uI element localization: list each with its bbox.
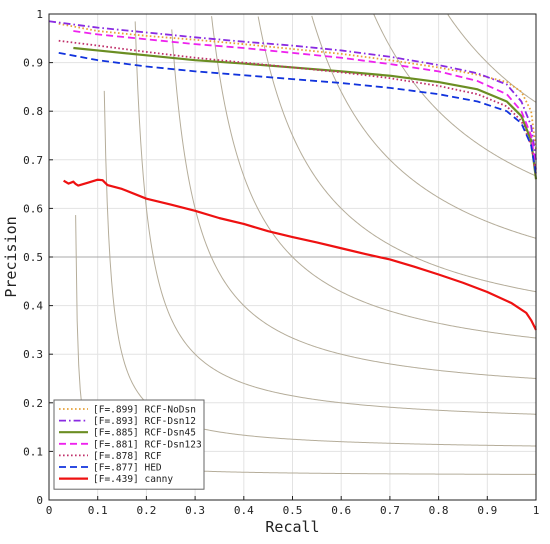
- y-tick-label: 0.9: [23, 57, 43, 70]
- x-tick-label: 0.1: [88, 504, 108, 517]
- y-tick-label: 0.2: [23, 397, 43, 410]
- iso-f-curve: [211, 16, 537, 339]
- legend-entry-6: [F=.439] canny: [93, 474, 173, 485]
- x-tick-label: 0.2: [136, 504, 156, 517]
- y-tick-label: 0.6: [23, 202, 43, 215]
- legend-entry-3: [F=.881] RCF-Dsn123: [93, 439, 202, 450]
- x-tick-label: 0.8: [429, 504, 449, 517]
- series-line-6: [63, 178, 537, 331]
- legend-entry-0: [F=.899] RCF-NoDsn: [93, 405, 196, 416]
- x-tick-label: 0.3: [185, 504, 205, 517]
- y-axis-label: Precision: [2, 216, 20, 297]
- y-tick-label: 0.7: [23, 154, 43, 167]
- x-tick-label: 0.4: [234, 504, 254, 517]
- iso-f-curve: [447, 14, 537, 103]
- series-line-3: [73, 30, 537, 170]
- x-tick-label: 0.7: [380, 504, 400, 517]
- legend-entry-5: [F=.877] HED: [93, 463, 162, 474]
- legend-entry-4: [F=.878] RCF: [93, 451, 162, 462]
- iso-f-curve: [171, 29, 537, 379]
- y-tick-label: 0.8: [23, 105, 43, 118]
- iso-f-curve: [311, 15, 537, 239]
- axis-ticks: 0 0.1 0.2 0.3 0.4 0.5 0.6 0.7 0.8 0.9 1 0 0.1 0.2 0.3 0…: [23, 8, 539, 517]
- series-line-5: [58, 51, 537, 175]
- iso-f-curve: [257, 16, 537, 293]
- iso-f-curve: [103, 90, 537, 447]
- y-tick-label: 1: [36, 8, 43, 21]
- series-line-0: [58, 22, 537, 151]
- x-axis-label: Recall: [265, 518, 319, 536]
- legend-box: [53, 399, 205, 490]
- x-tick-label: 1: [533, 504, 540, 517]
- series-line-2: [73, 46, 538, 180]
- series-line-1: [48, 20, 537, 160]
- y-tick-label: 0.4: [23, 300, 43, 313]
- x-tick-label: 0.9: [477, 504, 497, 517]
- iso-f-curve: [373, 13, 537, 177]
- legend-entry-1: [F=.893] RCF-Dsn12: [93, 416, 196, 427]
- y-tick-label: 0.3: [23, 348, 43, 361]
- legend-entry-2: [F=.885] RCF-Dsn45: [93, 428, 196, 439]
- y-tick-label: 0.5: [23, 251, 43, 264]
- iso-f-curve: [134, 21, 537, 415]
- y-tick-label: 0: [36, 494, 43, 507]
- y-tick-label: 0.1: [23, 445, 43, 458]
- x-tick-label: 0: [46, 504, 53, 517]
- x-tick-label: 0.6: [331, 504, 351, 517]
- legend: [F=.899] RCF-NoDsn[F=.893] RCF-Dsn12[F=.…: [53, 399, 205, 490]
- series-line-4: [58, 39, 537, 175]
- series-lines: [48, 20, 538, 331]
- x-tick-label: 0.5: [283, 504, 303, 517]
